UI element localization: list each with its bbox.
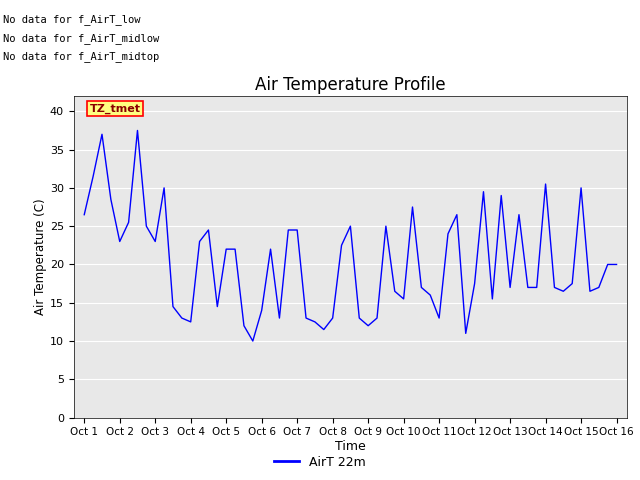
Text: No data for f_AirT_midtop: No data for f_AirT_midtop — [3, 51, 159, 62]
Legend: AirT 22m: AirT 22m — [269, 451, 371, 474]
Text: No data for f_AirT_low: No data for f_AirT_low — [3, 14, 141, 25]
Text: TZ_tmet: TZ_tmet — [90, 103, 141, 114]
X-axis label: Time: Time — [335, 440, 366, 453]
Y-axis label: Air Temperature (C): Air Temperature (C) — [34, 199, 47, 315]
Text: No data for f_AirT_midlow: No data for f_AirT_midlow — [3, 33, 159, 44]
Title: Air Temperature Profile: Air Temperature Profile — [255, 76, 445, 95]
